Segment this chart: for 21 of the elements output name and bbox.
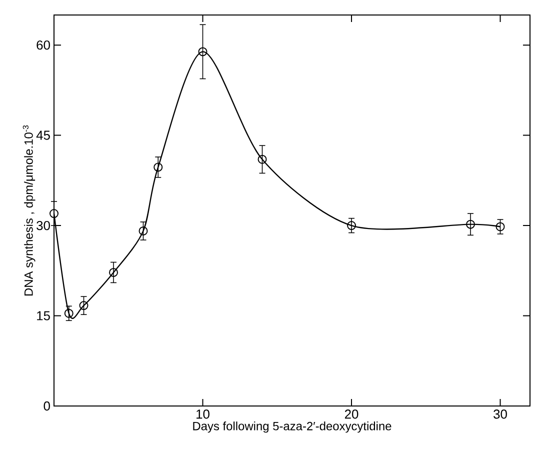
point [154,162,163,172]
y-tick-label: 45 [36,130,50,140]
x-tick-label: 10 [196,410,210,419]
x-tick-label: 30 [494,410,507,419]
y-axis-title: DNA synthesis , dpm/μmole.10$^{-3}$ [22,125,36,296]
point [466,220,476,229]
x-tick-label: 20 [344,410,358,419]
y-tick-label: 15 [37,311,50,320]
point [496,222,505,232]
y-tick-label: 60 [36,40,50,50]
point [109,268,118,277]
y-tick-label: 0 [44,401,50,411]
point [198,47,208,56]
point [50,209,58,218]
point [64,308,74,318]
point [79,301,88,310]
x-axis-title: Days following 5-aza-2′-deoxycytidine [193,422,392,433]
point [258,154,267,164]
point [138,226,148,236]
point [347,221,356,230]
y-tick-label: 30 [36,220,50,230]
